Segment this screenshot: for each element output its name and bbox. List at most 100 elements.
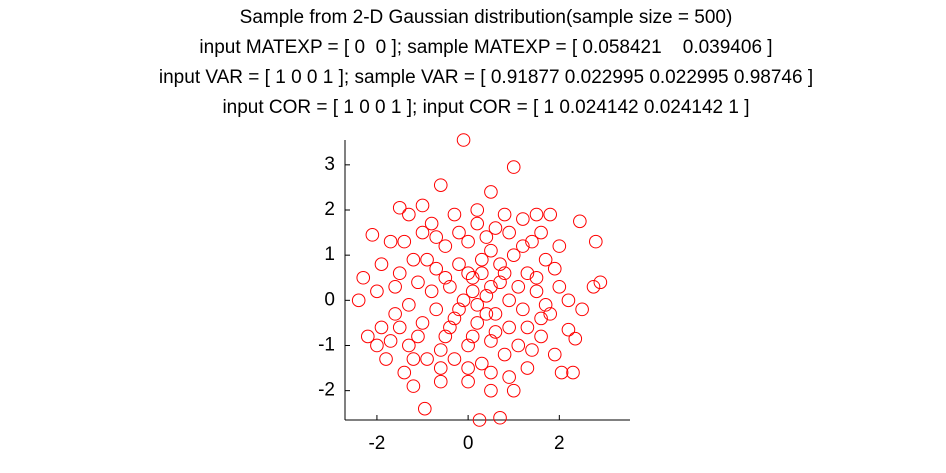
- point: [525, 343, 539, 357]
- y-tick-label: -2: [318, 380, 335, 401]
- point: [397, 234, 412, 249]
- y-tick-label: 0: [324, 289, 335, 310]
- point: [511, 279, 526, 294]
- point: [534, 311, 548, 326]
- point: [461, 234, 475, 249]
- x-tick-label: 2: [554, 433, 565, 454]
- point: [502, 293, 516, 308]
- point: [438, 329, 453, 344]
- point: [506, 160, 521, 174]
- point: [534, 329, 548, 344]
- point: [418, 401, 432, 416]
- point: [538, 252, 553, 267]
- point: [383, 234, 398, 249]
- point: [356, 270, 371, 285]
- y-tick-label: -1: [318, 334, 335, 355]
- point: [447, 352, 462, 366]
- point: [443, 279, 457, 294]
- point: [447, 311, 462, 326]
- point: [529, 270, 544, 285]
- point: [424, 284, 439, 299]
- point: [520, 361, 535, 375]
- point: [493, 410, 507, 425]
- point: [411, 329, 425, 344]
- point: [392, 320, 407, 335]
- chart-title: input COR = [ 1 0 0 1 ]; input COR = [ 1…: [222, 97, 749, 118]
- point: [465, 284, 480, 299]
- point: [351, 293, 366, 308]
- point: [392, 200, 407, 215]
- point: [424, 216, 439, 231]
- point: [415, 225, 430, 240]
- point: [429, 302, 444, 317]
- point: [573, 214, 587, 229]
- y-tick-label: 1: [324, 244, 335, 265]
- point: [397, 365, 412, 380]
- point: [520, 320, 535, 335]
- chart-title: input MATEXP = [ 0 0 ]; sample MATEXP = …: [199, 37, 772, 58]
- point: [529, 284, 544, 299]
- point: [461, 361, 475, 375]
- point: [561, 322, 576, 337]
- point: [538, 298, 553, 312]
- point: [475, 266, 489, 281]
- point: [456, 293, 471, 308]
- point: [420, 352, 434, 366]
- x-tick-label: 0: [463, 433, 474, 454]
- chart-title: input VAR = [ 1 0 0 1 ]; sample VAR = [ …: [159, 67, 813, 88]
- point: [433, 374, 448, 389]
- point: [365, 228, 380, 242]
- point: [438, 270, 453, 285]
- point: [443, 320, 457, 335]
- point: [361, 329, 375, 344]
- point: [547, 261, 562, 276]
- point: [554, 365, 569, 380]
- point: [475, 252, 489, 267]
- point: [452, 302, 466, 317]
- point: [484, 365, 498, 380]
- point: [516, 302, 530, 317]
- point: [406, 252, 421, 267]
- point: [406, 352, 421, 366]
- point: [370, 338, 384, 353]
- point: [484, 243, 498, 258]
- point: [589, 234, 603, 249]
- point: [488, 307, 503, 321]
- point: [561, 293, 576, 308]
- point: [388, 279, 402, 294]
- point: [388, 307, 402, 321]
- point: [461, 266, 475, 281]
- point: [552, 279, 567, 294]
- point: [461, 374, 475, 389]
- point: [493, 275, 507, 290]
- chart-title: Sample from 2-D Gaussian distribution(sa…: [240, 7, 733, 28]
- point: [402, 298, 416, 312]
- point: [543, 207, 558, 222]
- point: [484, 334, 498, 348]
- point: [465, 329, 480, 344]
- point: [502, 370, 516, 384]
- point: [586, 279, 601, 294]
- point: [497, 266, 512, 281]
- point: [472, 413, 487, 427]
- point: [402, 338, 416, 353]
- point: [529, 207, 544, 222]
- point: [593, 275, 608, 290]
- point: [379, 352, 393, 366]
- point: [370, 284, 384, 299]
- point: [470, 316, 485, 330]
- point: [566, 365, 580, 380]
- point: [568, 331, 583, 346]
- point: [511, 338, 526, 353]
- point: [543, 307, 558, 321]
- point: [525, 234, 539, 249]
- point: [411, 275, 425, 290]
- point: [383, 334, 398, 348]
- point: [502, 225, 516, 240]
- point: [520, 266, 535, 281]
- point: [475, 356, 489, 371]
- point: [429, 261, 444, 276]
- point: [506, 248, 521, 262]
